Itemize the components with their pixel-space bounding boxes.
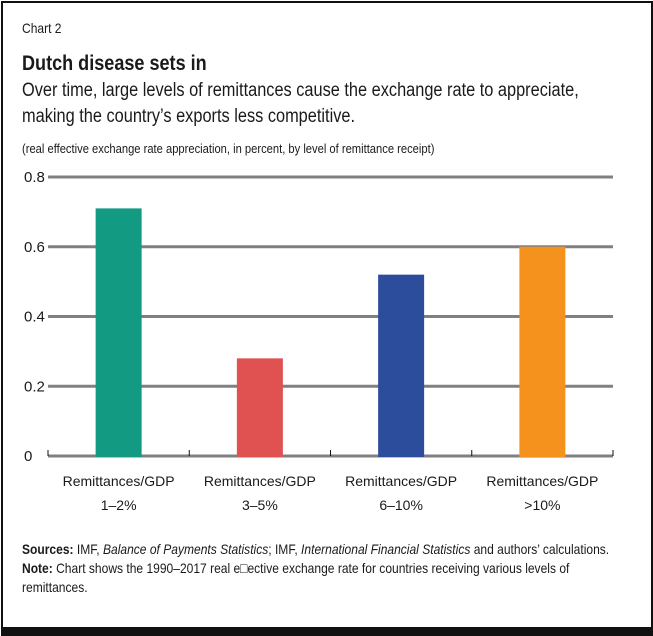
bar	[236, 358, 283, 457]
y-tick-label: 0	[24, 448, 32, 465]
chart-title: Dutch disease sets in	[22, 52, 207, 75]
chart-number: Chart 2	[22, 20, 62, 36]
y-tick-label: 0.6	[24, 239, 45, 256]
y-axis-ticks: 0 0.2 0.4 0.6 0.8	[24, 169, 45, 465]
chart-units-label: (real effective exchange rate appreciati…	[22, 141, 435, 156]
x-axis-labels: Remittances/GDP 1–2% Remittances/GDP 3–5% Re…	[63, 473, 599, 513]
gridlines	[48, 175, 613, 458]
x-tick-label: Remittances/GDP	[486, 473, 598, 489]
bars	[95, 208, 566, 457]
chart-subtitle: Over time, large levels of remittances c…	[22, 80, 579, 127]
sources-text: IMF,	[73, 541, 103, 557]
y-tick-label: 0.4	[24, 309, 45, 326]
sources-text: ; IMF,	[268, 541, 302, 557]
sources-line: Sources: IMF, Balance of Payments Statis…	[22, 540, 624, 559]
y-tick-label: 0.2	[24, 378, 45, 395]
bar	[95, 208, 142, 457]
y-tick-label: 0.8	[24, 169, 45, 186]
bar	[519, 246, 566, 457]
x-tick-label: 3–5%	[242, 497, 278, 513]
sources-title-2: International Financial Statistics	[301, 541, 471, 557]
x-tick-label: Remittances/GDP	[204, 473, 316, 489]
sources-label: Sources:	[22, 541, 74, 557]
x-axis-ticks	[47, 450, 614, 456]
sources-title-1: Balance of Payments Statistics	[102, 541, 269, 557]
note-line: Note: Chart shows the 1990–2017 real e□e…	[22, 559, 624, 597]
x-tick-label: 1–2%	[101, 497, 137, 513]
note-label: Note:	[22, 560, 53, 576]
x-tick-label: >10%	[524, 497, 560, 513]
bar-chart: 00.20.40.60.8 Remittances/GDP1–2%Remitta…	[24, 169, 614, 513]
sources-text: and authors’ calculations.	[470, 541, 610, 557]
x-tick-label: 6–10%	[379, 497, 423, 513]
bar	[378, 274, 425, 457]
chart-notes: Sources: IMF, Balance of Payments Statis…	[22, 540, 624, 597]
note-text: Chart shows the 1990–2017 real e□ective …	[22, 560, 570, 595]
x-tick-label: Remittances/GDP	[345, 473, 457, 489]
x-tick-label: Remittances/GDP	[63, 473, 175, 489]
